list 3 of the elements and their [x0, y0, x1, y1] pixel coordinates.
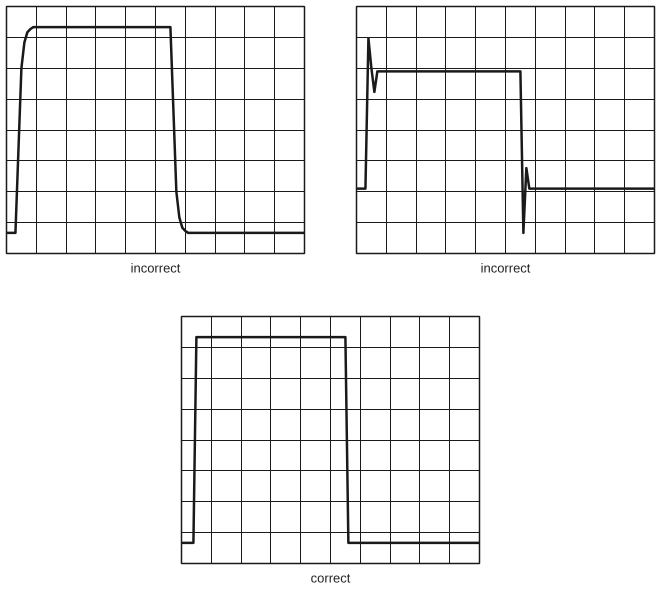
text: incorrect [130, 260, 181, 276]
text: correct [310, 570, 351, 586]
text: incorrect [480, 260, 531, 276]
